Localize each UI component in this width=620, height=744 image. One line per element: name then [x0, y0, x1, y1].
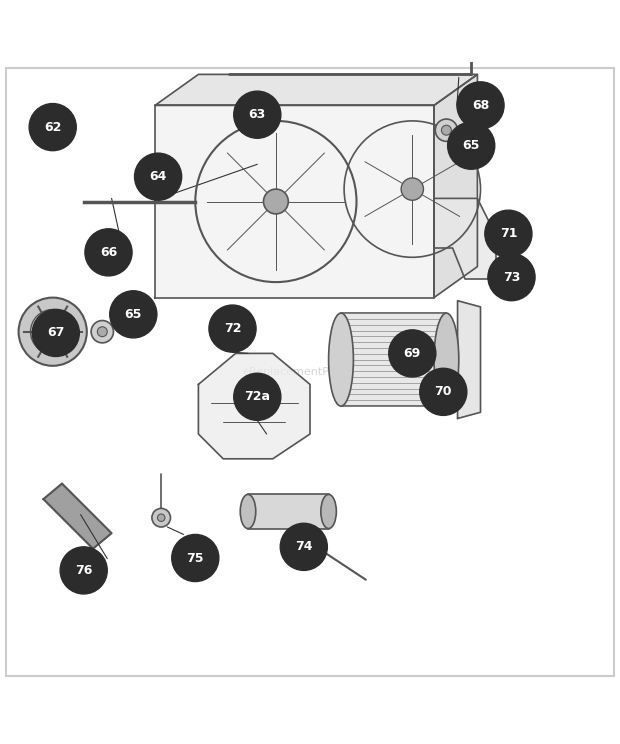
Text: 64: 64 — [149, 170, 167, 183]
Circle shape — [29, 103, 76, 150]
Circle shape — [30, 310, 75, 354]
Ellipse shape — [321, 495, 336, 528]
Polygon shape — [434, 74, 477, 298]
Polygon shape — [43, 484, 112, 549]
Text: 68: 68 — [472, 99, 489, 112]
Text: 63: 63 — [249, 108, 266, 121]
Circle shape — [264, 189, 288, 214]
Circle shape — [389, 330, 436, 377]
Circle shape — [91, 321, 113, 343]
Text: eReplacementParts.com: eReplacementParts.com — [242, 367, 378, 377]
Text: 72a: 72a — [244, 391, 270, 403]
Polygon shape — [155, 74, 477, 106]
Text: 70: 70 — [435, 385, 452, 398]
Circle shape — [110, 291, 157, 338]
Circle shape — [488, 254, 535, 301]
Circle shape — [435, 119, 458, 141]
Polygon shape — [198, 353, 310, 459]
Circle shape — [97, 327, 107, 336]
Circle shape — [448, 122, 495, 169]
Ellipse shape — [434, 313, 459, 406]
Circle shape — [157, 514, 165, 522]
Circle shape — [209, 305, 256, 352]
Polygon shape — [155, 106, 434, 298]
Circle shape — [135, 153, 182, 200]
Circle shape — [234, 91, 281, 138]
Ellipse shape — [329, 313, 353, 406]
Text: 73: 73 — [503, 271, 520, 283]
Bar — [248, 495, 329, 528]
Circle shape — [85, 229, 132, 276]
Text: 69: 69 — [404, 347, 421, 360]
Polygon shape — [434, 199, 496, 279]
Polygon shape — [458, 301, 480, 418]
Circle shape — [32, 310, 79, 356]
Text: 65: 65 — [463, 139, 480, 153]
Circle shape — [172, 534, 219, 582]
Circle shape — [45, 324, 60, 339]
Circle shape — [19, 298, 87, 366]
Text: 66: 66 — [100, 246, 117, 259]
Bar — [341, 313, 446, 406]
Text: 67: 67 — [47, 327, 64, 339]
Circle shape — [420, 368, 467, 415]
Circle shape — [485, 210, 532, 257]
Circle shape — [401, 178, 423, 200]
Ellipse shape — [241, 495, 255, 528]
Circle shape — [60, 547, 107, 594]
Text: 72: 72 — [224, 322, 241, 335]
Text: 74: 74 — [295, 540, 312, 554]
Text: 76: 76 — [75, 564, 92, 577]
Text: 75: 75 — [187, 551, 204, 565]
Circle shape — [457, 82, 504, 129]
Text: 65: 65 — [125, 308, 142, 321]
Circle shape — [234, 373, 281, 420]
Circle shape — [441, 125, 451, 135]
Text: 71: 71 — [500, 227, 517, 240]
Text: 62: 62 — [44, 121, 61, 134]
Circle shape — [152, 508, 171, 527]
Circle shape — [280, 523, 327, 571]
